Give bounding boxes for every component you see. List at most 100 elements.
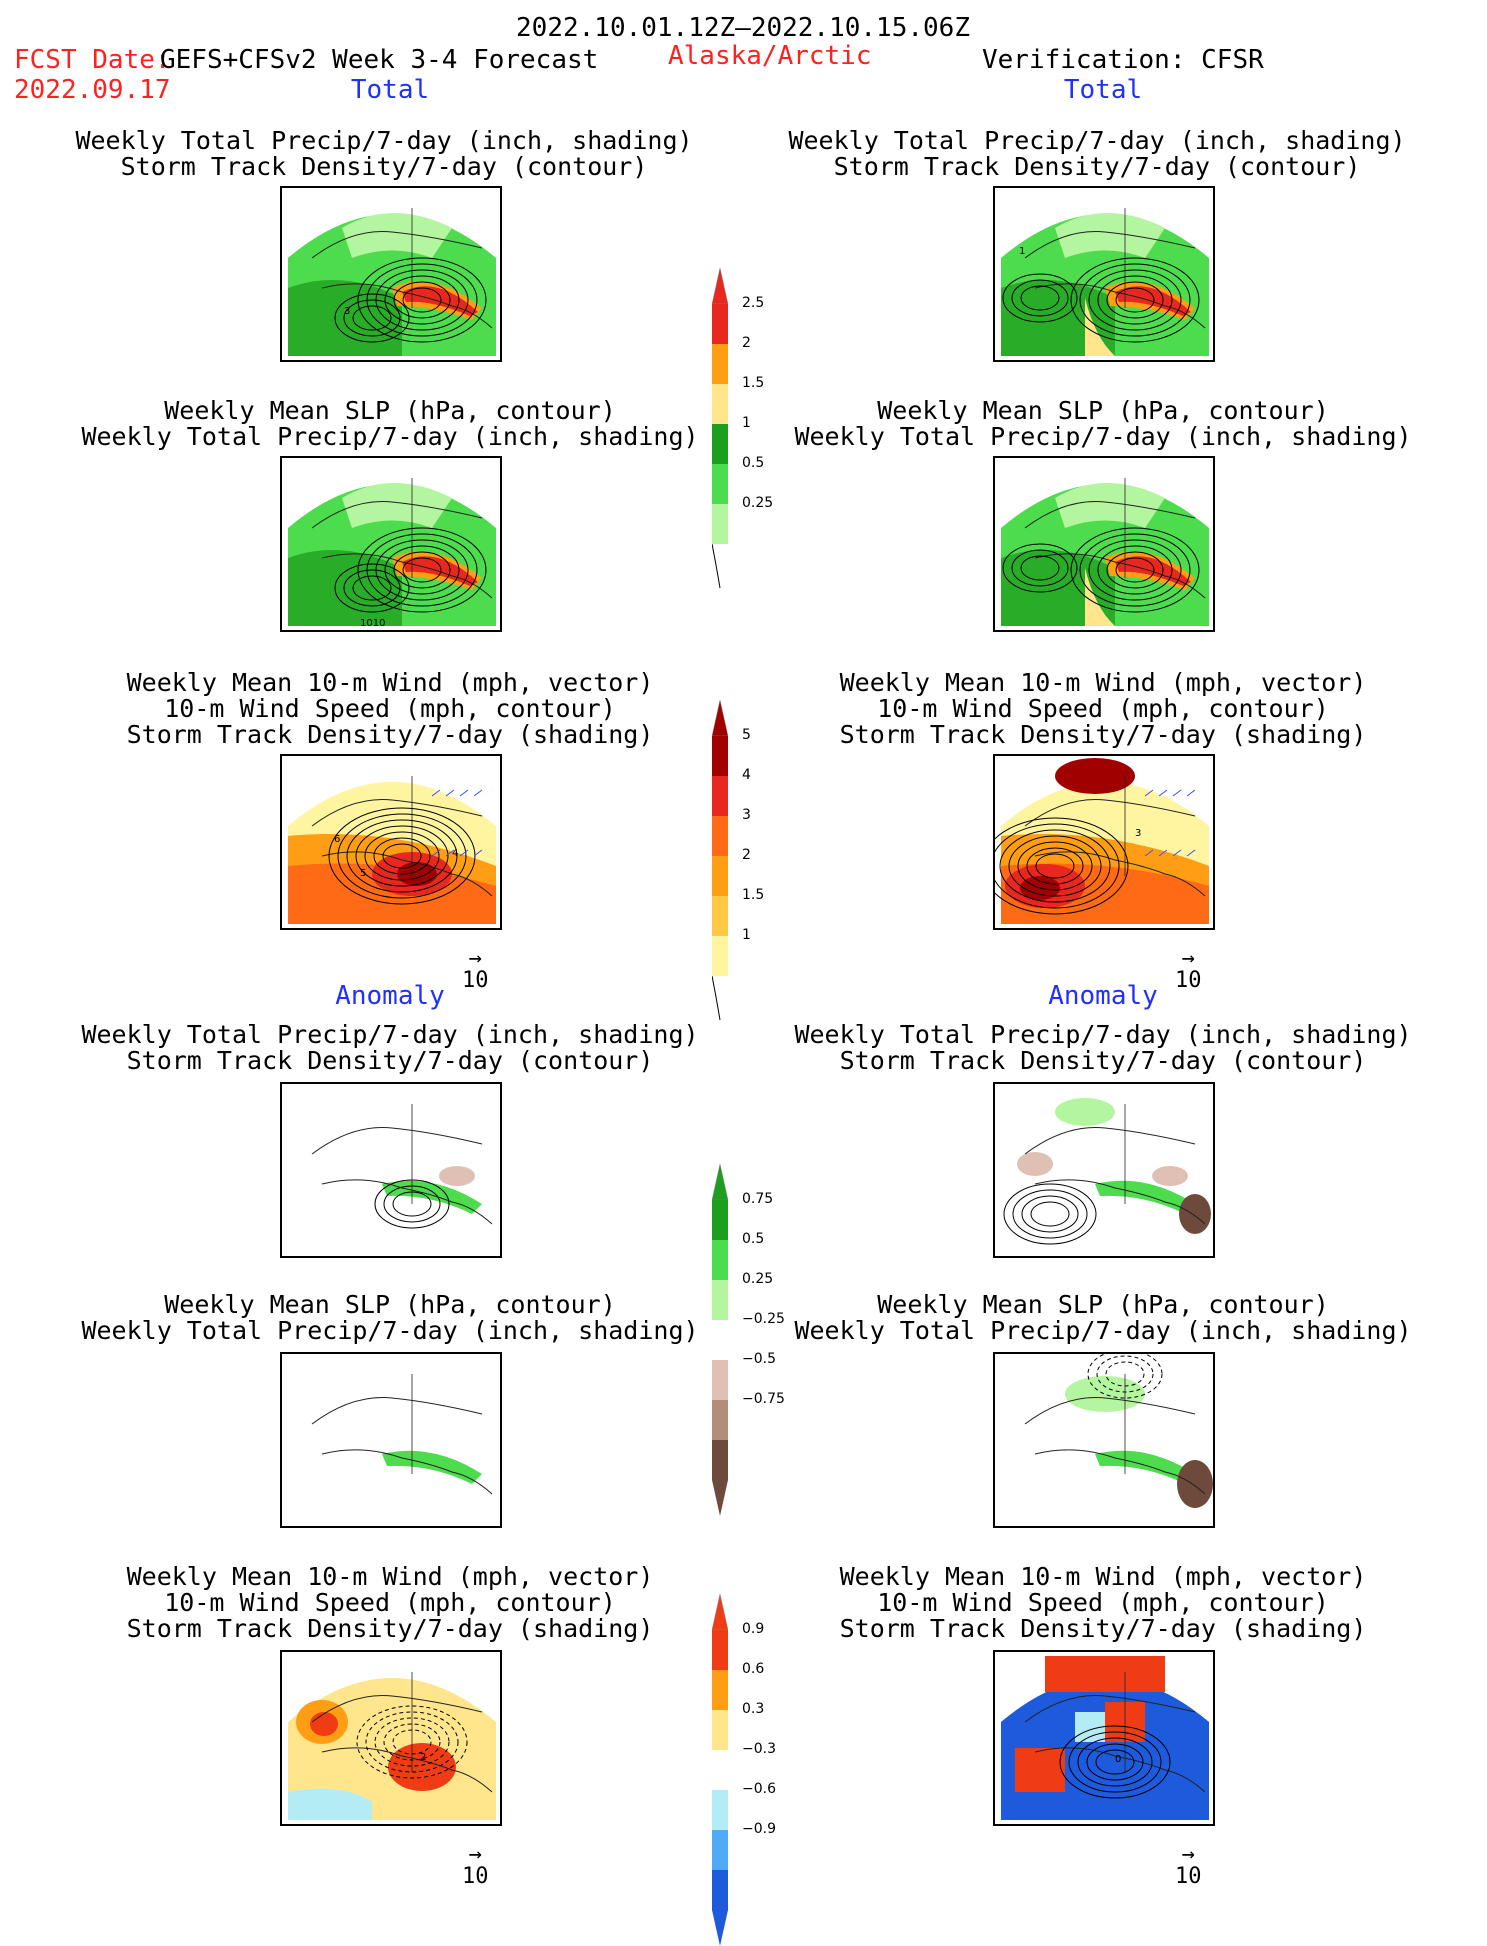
wind-vector [1144,789,1154,797]
wind-vector [1172,789,1182,797]
contour-line [1068,1731,1162,1793]
contour-line [392,1729,432,1755]
section-anomaly-right: Anomaly [1048,981,1158,1011]
colorbar-svg [712,1594,729,1946]
contour-label: 6 [334,834,340,845]
colorbar-segment [712,896,728,936]
colorbar-tick-label: 4 [742,767,751,783]
colorbar-segment [712,1710,728,1750]
precip-anom-shading [1017,1152,1053,1176]
colorbar-tick-label: −0.9 [742,1821,776,1837]
storm-anom-shading [388,1743,456,1791]
map-panel-precip-total-fcst: 3 [280,186,502,362]
contour-label: 2 [420,1752,426,1763]
colorbar-segment [712,304,728,344]
colorbar-segment [712,1830,728,1870]
storm-anom-shading [1015,1748,1065,1792]
precip-shading [402,286,478,316]
precip-anom-shading [382,1180,482,1214]
colorbar-tick-label: −0.6 [742,1781,776,1797]
contour-line [1087,1354,1163,1399]
vector-ref-l6: → 10 [462,1842,489,1889]
colorbar-tick-label: 3 [742,807,751,823]
colorbar-segment [712,856,728,896]
contour-label: 1010 [360,618,385,629]
precip-shading [1085,568,1115,626]
title-l2: Weekly Mean SLP (hPa, contour) Weekly To… [81,396,699,451]
contour-line [328,807,476,905]
map-panel-precip-anom-fcst [280,1082,502,1258]
colorbar-segment [712,1320,728,1360]
contour-line [352,575,392,601]
colorbar-segment [712,1790,728,1830]
contour-line [355,825,449,887]
precip-anom-shading [382,1450,482,1484]
contour-line [393,281,451,319]
colorbar-segment [712,1400,728,1440]
colorbar-tick-label: −0.75 [742,1391,785,1407]
contour-line [337,813,467,899]
title-r6: Weekly Mean 10-m Wind (mph, vector) 10-m… [839,1562,1367,1643]
colorbar-segment [712,1440,728,1480]
map-svg: 3 [995,758,1209,924]
colorbar-tick-label: 0.6 [742,1661,765,1677]
colorbar-tick-label: 1.5 [742,887,765,903]
map-svg [311,1374,493,1495]
colorbar-bottom-cap [712,1480,728,1516]
precip-anom-shading [1177,1460,1213,1508]
contour-line [1026,847,1084,885]
contour-line [1106,551,1164,589]
contour-line [384,545,460,595]
section-anomaly-left: Anomaly [335,981,445,1011]
colorbar-tick-label: 0.5 [742,1231,765,1247]
contour-line [1012,1189,1088,1239]
wind-vector [473,849,483,857]
colorbar-top-cap [712,268,729,305]
coastline [311,1397,483,1425]
colorbar-segment [712,1630,728,1670]
fcst-date-value: 2022.09.17 [14,75,171,105]
map-svg [1003,1098,1211,1245]
colorbar-segment [712,776,728,816]
colorbar-tick-label: 0.25 [742,1271,774,1287]
wind-vector [431,849,441,857]
wind-vector [445,789,455,797]
colorbar-tick-label: 0.75 [742,1191,774,1207]
wind-vector [473,789,483,797]
map-panel-wind-total-obs: 3 [993,754,1215,930]
map-svg [1001,478,1209,626]
contour-line [1086,1743,1144,1781]
contour-line [1115,557,1155,583]
map-panel-wind-total-fcst: 6 5 4 [280,754,502,930]
precip-shading [402,556,478,586]
colorbar-segment [712,816,728,856]
contour-line [1002,543,1078,593]
colorbar-segment [712,936,728,976]
coastline [311,231,483,259]
map-svg: 1 [1001,208,1209,356]
wind-vector [445,849,455,857]
contour-line [343,569,401,607]
precip-anom-shading [1179,1194,1211,1234]
precip-shading [1055,483,1165,528]
contour-label: 0 [1115,1754,1121,1765]
contour-line [346,819,458,893]
colorbar-segment [712,1280,728,1320]
coastline [311,501,483,529]
section-total-right: Total [1063,75,1143,105]
colorbar-segment [712,424,728,464]
title-r4: Weekly Total Precip/7-day (inch, shading… [794,1020,1412,1075]
colorbar-segment [712,344,728,384]
colorbar-segment [712,1870,728,1910]
contour-line [1079,263,1191,337]
precip-anom-shading [1055,1098,1115,1126]
coastline [321,1449,493,1495]
colorbar-tail [712,543,721,588]
map-panel-slp-anom-fcst [280,1352,502,1528]
coastline [1024,1397,1196,1425]
coastline [321,553,493,599]
precip-anom-shading [439,1166,475,1186]
contour-line [374,1717,450,1767]
map-panel-precip-anom-obs [993,1082,1215,1258]
contour-label: 3 [1135,828,1141,839]
